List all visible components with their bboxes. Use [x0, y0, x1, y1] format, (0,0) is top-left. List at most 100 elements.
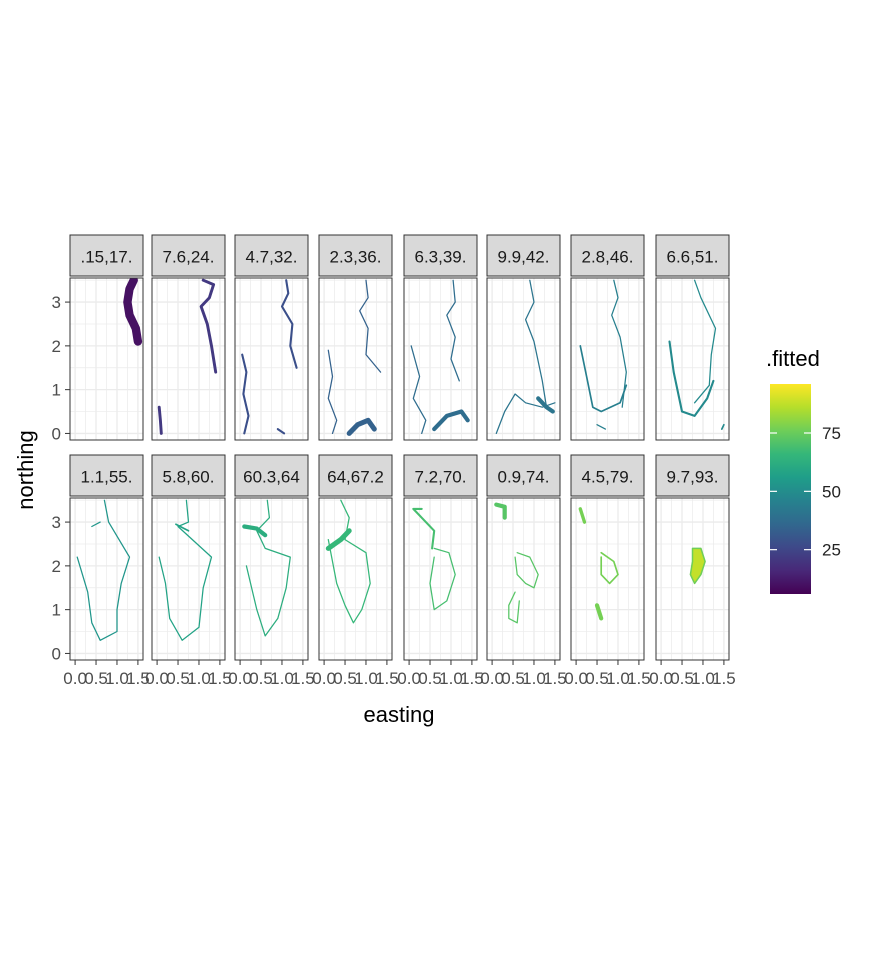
x-tick-label: 0.5: [84, 669, 108, 688]
facet-panel-border: [69, 497, 144, 661]
y-tick-label: 1: [52, 381, 61, 400]
x-tick-label: 0.5: [166, 669, 190, 688]
facet-strip: [570, 454, 645, 497]
contour-band: [327, 499, 371, 624]
legend-tick-label: 75: [822, 424, 841, 443]
facet-panel: 5.8,60.: [151, 454, 226, 661]
contour-band: [494, 502, 507, 520]
x-tick-label: 1.5: [543, 669, 567, 688]
facet-panel: 9.9,42.: [486, 234, 561, 441]
contour-band: [241, 353, 250, 435]
facet-panel-border: [403, 277, 478, 441]
facet-strip: [151, 234, 226, 277]
x-tick-label: 1.5: [126, 669, 150, 688]
x-tick-label: 1.5: [460, 669, 484, 688]
x-tick-label: 0.5: [249, 669, 273, 688]
x-tick-label: 1.5: [712, 669, 736, 688]
facet-panels: .15,17. 7.6,24. 4.7,32. 2.3,36. 6.3,39. 9.9,4…: [69, 234, 730, 661]
facet-strip-label: 0.9,74.: [498, 468, 550, 487]
contour-band: [536, 396, 555, 414]
y-tick-label: 2: [52, 557, 61, 576]
y-tick-label: 0: [52, 644, 61, 663]
facet-panel: 60.3,64: [234, 454, 309, 661]
contour-band: [175, 523, 190, 532]
x-tick-label: 1.5: [208, 669, 232, 688]
facet-panel-border: [69, 277, 144, 441]
x-tick-label: 1.0: [439, 669, 463, 688]
x-tick-label: 0.5: [333, 669, 357, 688]
facet-strip: [403, 454, 478, 497]
contour-band: [668, 340, 715, 417]
facet-panel: 64,67.2: [318, 454, 393, 661]
contour-band: [514, 552, 539, 589]
facet-strip-label: 5.8,60.: [163, 468, 215, 487]
facet-strip: [318, 454, 393, 497]
y-tick-label: 3: [52, 513, 61, 532]
y-tick-label: 2: [52, 337, 61, 356]
facet-strip-label: .15,17.: [81, 248, 133, 267]
x-tick-label: 1.0: [270, 669, 294, 688]
contour-band: [596, 424, 607, 430]
x-tick-label: 1.0: [105, 669, 129, 688]
contour-band: [280, 279, 298, 369]
facet-strip-label: 7.2,70.: [415, 468, 467, 487]
facet-panel: 4.7,32.: [234, 234, 309, 441]
x-tick-label: 0.0: [145, 669, 169, 688]
facet-panel-border: [403, 497, 478, 661]
legend-tick-label: 50: [822, 482, 841, 501]
facet-strip-label: 4.5,79.: [582, 468, 634, 487]
contour-band: [720, 423, 725, 430]
facet-strip: [486, 234, 561, 277]
x-tick-label: 0.0: [397, 669, 421, 688]
facet-panel: 9.7,93.: [655, 454, 730, 661]
facet-panel: 2.8,46.: [570, 234, 645, 441]
facet-panel: 0.9,74.: [486, 454, 561, 661]
x-tick-label: 0.0: [63, 669, 87, 688]
contour-band: [594, 603, 604, 621]
facet-strip: [570, 234, 645, 277]
x-tick-label: 1.0: [606, 669, 630, 688]
facet-panel-border: [318, 277, 393, 441]
facet-panel-border: [234, 277, 309, 441]
facet-panel: 2.3,36.: [318, 234, 393, 441]
facet-strip-label: 60.3,64: [243, 468, 300, 487]
x-tick-label: 0.0: [480, 669, 504, 688]
facet-strip-label: 9.9,42.: [498, 248, 550, 267]
facet-panel-border: [655, 497, 730, 661]
facet-strip: [318, 234, 393, 277]
x-tick-label: 0.5: [501, 669, 525, 688]
facet-strip-label: 9.7,93.: [667, 468, 719, 487]
facet-panel: 7.2,70.: [403, 454, 478, 661]
facet-strip: [151, 454, 226, 497]
facet-strip-label: 2.3,36.: [330, 248, 382, 267]
facet-strip-label: 7.6,24.: [163, 248, 215, 267]
legend-tick-label: 25: [822, 541, 841, 560]
legend: .fitted 25 50 75: [766, 346, 841, 594]
facet-panel: 1.1,55.: [69, 454, 144, 661]
contour-band: [325, 528, 352, 551]
contour-band: [327, 349, 338, 435]
contour-band: [158, 499, 213, 641]
facet-strip-label: 2.8,46.: [582, 248, 634, 267]
contour-band: [432, 409, 470, 432]
contour-band: [429, 547, 456, 611]
facet-strip-label: 6.3,39.: [415, 248, 467, 267]
y-axis-title: northing: [13, 430, 38, 510]
x-tick-label: 1.5: [375, 669, 399, 688]
x-tick-label: 0.5: [418, 669, 442, 688]
x-tick-label: 1.0: [354, 669, 378, 688]
facet-panel-border: [151, 497, 226, 661]
y-tick-label: 3: [52, 293, 61, 312]
x-tick-label: 1.0: [691, 669, 715, 688]
contour-band: [123, 278, 143, 346]
contour-band: [578, 507, 587, 524]
facet-strip-label: 6.6,51.: [667, 248, 719, 267]
contour-band: [508, 591, 520, 624]
facet-strip: [655, 234, 730, 277]
x-tick-label: 0.5: [670, 669, 694, 688]
facet-panel-border: [486, 277, 561, 441]
contour-band: [346, 417, 377, 436]
contour-band: [76, 499, 131, 641]
facet-strip-label: 1.1,55.: [81, 468, 133, 487]
facet-panel-border: [234, 497, 309, 661]
